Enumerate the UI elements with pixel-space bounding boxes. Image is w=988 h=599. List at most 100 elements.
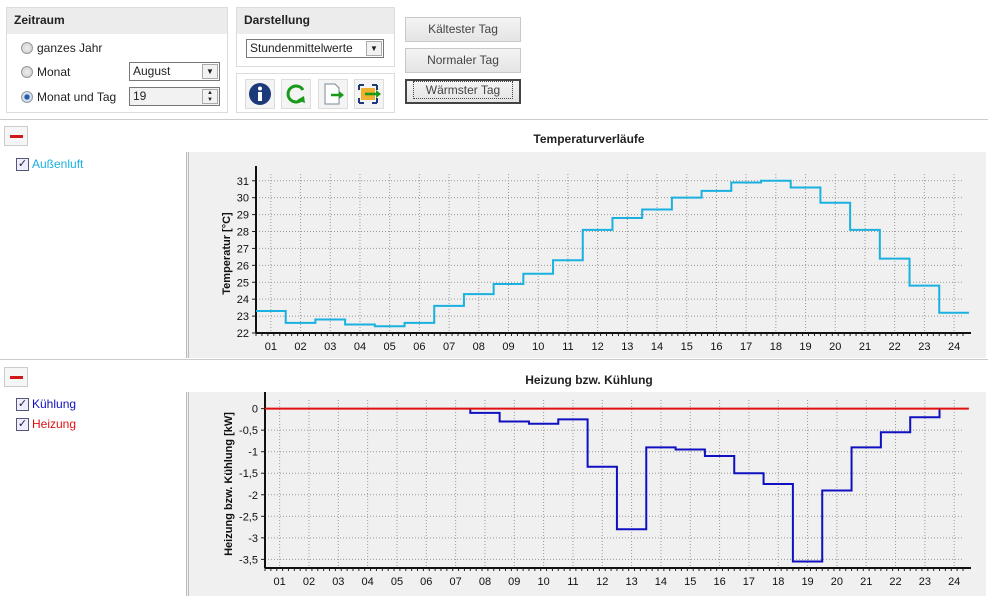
legend-kuehlung[interactable]: ✓ Kühlung	[16, 397, 76, 411]
x-tick-label: 20	[829, 341, 841, 353]
checkbox-checked-icon[interactable]: ✓	[16, 157, 29, 171]
export-image-icon	[358, 84, 381, 104]
x-tick-label: 06	[420, 576, 432, 588]
x-tick-label: 08	[479, 576, 491, 588]
checkbox-checked-icon[interactable]: ✓	[16, 417, 29, 431]
collapse-button[interactable]	[4, 126, 28, 146]
x-tick-label: 09	[502, 341, 514, 353]
y-tick-label: 25	[237, 277, 249, 289]
x-tick-label: 20	[831, 576, 843, 588]
x-tick-label: 09	[508, 576, 520, 588]
x-tick-label: 19	[799, 341, 811, 353]
x-tick-label: 01	[274, 576, 286, 588]
panel-title: Heizung bzw. Kühlung	[525, 373, 653, 387]
darstellung-title: Darstellung	[237, 8, 394, 34]
radio-ganzes-jahr[interactable]: ganzes Jahr	[21, 41, 102, 55]
x-tick-label: 22	[889, 341, 901, 353]
temperature-chart: 01 02 03 04 05 06 07 08 09 10 11 12 13 14 15 16 17 18 19 20…	[186, 152, 986, 358]
export-button[interactable]	[318, 79, 348, 109]
normal-day-button[interactable]: Normaler Tag	[405, 48, 521, 73]
radio-monat[interactable]: Monat	[21, 65, 70, 79]
heating-cooling-chart-svg: 01 02 03 04 05 06 07 08 09 10 11 12 13 14 15 16 17 18 19 20…	[223, 392, 971, 588]
y-tick-label: -0,5	[239, 425, 258, 437]
x-tick-label: 14	[655, 576, 667, 588]
export-image-button[interactable]	[354, 79, 384, 109]
panel-title: Temperaturverläufe	[533, 132, 645, 146]
radio-label: Monat	[37, 65, 71, 79]
info-icon	[249, 83, 271, 105]
collapse-button[interactable]	[4, 367, 28, 387]
y-tick-label: -1	[248, 447, 258, 459]
display-mode-select[interactable]: Stundenmittelwerte ▼	[246, 39, 384, 58]
x-tick-label: 08	[473, 341, 485, 353]
day-spinner[interactable]: 19 ▲ ▼	[129, 87, 220, 106]
x-tick-label: 04	[354, 341, 366, 353]
chevron-down-icon[interactable]: ▼	[202, 64, 218, 79]
x-tick-label: 17	[743, 576, 755, 588]
x-tick-label: 24	[948, 341, 960, 353]
x-tick-label: 02	[303, 576, 315, 588]
radio-icon	[21, 66, 33, 78]
chevron-down-icon[interactable]: ▼	[366, 41, 382, 56]
x-tick-label: 13	[625, 576, 637, 588]
x-tick-label: 06	[413, 341, 425, 353]
checkbox-checked-icon[interactable]: ✓	[16, 397, 29, 411]
spin-arrows-icon[interactable]: ▲ ▼	[202, 89, 218, 104]
y-tick-label: 24	[237, 294, 249, 306]
x-tick-label: 24	[948, 576, 960, 588]
series-line-kühlung	[469, 408, 941, 563]
coldest-day-button[interactable]: Kältester Tag	[405, 17, 521, 42]
y-tick-label: 31	[237, 176, 249, 188]
y-axis-label: Heizung bzw. Kühlung [kW]	[223, 412, 235, 556]
x-tick-label: 15	[684, 576, 696, 588]
x-tick-label: 12	[591, 341, 603, 353]
y-tick-label: 23	[237, 311, 249, 323]
x-tick-label: 13	[621, 341, 633, 353]
x-tick-label: 23	[919, 576, 931, 588]
y-axis-label: Temperatur [°C]	[221, 212, 233, 295]
x-tick-label: 12	[596, 576, 608, 588]
refresh-icon	[286, 84, 305, 104]
x-tick-label: 07	[443, 341, 455, 353]
y-tick-label: -3,5	[239, 554, 258, 566]
x-tick-label: 03	[332, 576, 344, 588]
x-tick-label: 22	[889, 576, 901, 588]
x-tick-label: 05	[391, 576, 403, 588]
y-tick-label: 26	[237, 260, 249, 272]
x-tick-label: 10	[532, 341, 544, 353]
radio-label: Monat und Tag	[37, 90, 117, 104]
y-tick-label: 27	[237, 243, 249, 255]
darstellung-group: Darstellung Stundenmittelwerte ▼	[236, 7, 395, 67]
refresh-button[interactable]	[281, 79, 311, 109]
button-label: Normaler Tag	[427, 53, 499, 67]
radio-label: ganzes Jahr	[37, 41, 103, 55]
month-select[interactable]: August ▼	[129, 62, 220, 81]
temperature-chart-svg: 01 02 03 04 05 06 07 08 09 10 11 12 13 14 15 16 17 18 19 20…	[221, 166, 971, 353]
legend-label: Außenluft	[32, 157, 84, 171]
legend-heizung[interactable]: ✓ Heizung	[16, 417, 76, 431]
legend-aussenluft[interactable]: ✓ Außenluft	[16, 157, 83, 171]
display-mode-value: Stundenmittelwerte	[250, 41, 353, 55]
x-tick-label: 16	[710, 341, 722, 353]
y-tick-label: -2	[248, 490, 258, 502]
y-tick-label: 30	[237, 193, 249, 205]
series-line-außenluft	[256, 179, 969, 328]
x-tick-label: 18	[770, 341, 782, 353]
y-tick-label: 28	[237, 227, 249, 239]
x-tick-label: 02	[294, 341, 306, 353]
radio-icon	[21, 91, 33, 103]
radio-monat-und-tag[interactable]: Monat und Tag	[21, 90, 116, 104]
info-button[interactable]	[245, 79, 275, 109]
x-tick-label: 19	[801, 576, 813, 588]
y-tick-label: 0	[252, 404, 258, 416]
x-tick-label: 03	[324, 341, 336, 353]
x-tick-label: 15	[681, 341, 693, 353]
warmest-day-button[interactable]: Wärmster Tag	[405, 79, 521, 104]
legend-label: Kühlung	[32, 397, 77, 411]
day-value: 19	[133, 89, 147, 103]
x-tick-label: 21	[860, 576, 872, 588]
month-value: August	[133, 64, 171, 78]
temperature-panel: Temperaturverläufe ✓ Außenluft 01 02 03 04 05…	[0, 119, 988, 358]
x-tick-label: 11	[562, 341, 573, 353]
button-label: Kältester Tag	[428, 22, 498, 36]
